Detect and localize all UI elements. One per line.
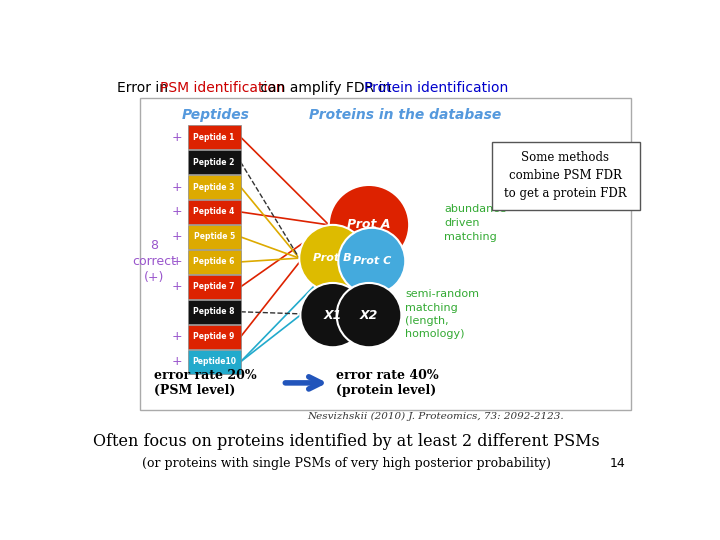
Text: +: + bbox=[171, 355, 182, 368]
Text: Some methods
combine PSM FDR
to get a protein FDR: Some methods combine PSM FDR to get a pr… bbox=[504, 151, 626, 200]
FancyBboxPatch shape bbox=[188, 325, 240, 349]
FancyBboxPatch shape bbox=[188, 150, 240, 174]
Text: Peptide 7: Peptide 7 bbox=[194, 282, 235, 292]
FancyBboxPatch shape bbox=[188, 300, 240, 324]
Ellipse shape bbox=[337, 283, 401, 347]
Text: 8
correct
(+): 8 correct (+) bbox=[132, 239, 176, 285]
Text: +: + bbox=[171, 330, 182, 343]
Ellipse shape bbox=[300, 225, 366, 292]
Text: Peptides: Peptides bbox=[181, 109, 250, 123]
FancyBboxPatch shape bbox=[188, 349, 240, 374]
Text: +: + bbox=[171, 131, 182, 144]
FancyBboxPatch shape bbox=[492, 141, 639, 210]
Text: Peptide 8: Peptide 8 bbox=[194, 307, 235, 316]
Text: abundance
driven
matching: abundance driven matching bbox=[444, 204, 507, 242]
Text: Prot C: Prot C bbox=[353, 256, 391, 266]
Text: error rate 40%
(protein level): error rate 40% (protein level) bbox=[336, 369, 438, 397]
Text: X1: X1 bbox=[323, 309, 342, 322]
Text: Error in: Error in bbox=[117, 80, 172, 94]
FancyBboxPatch shape bbox=[188, 125, 240, 149]
Text: +: + bbox=[171, 280, 182, 293]
Text: Peptide 9: Peptide 9 bbox=[194, 332, 235, 341]
Text: +: + bbox=[171, 206, 182, 219]
Text: Peptide 1: Peptide 1 bbox=[194, 133, 235, 141]
Text: can amplify FDR in: can amplify FDR in bbox=[256, 80, 396, 94]
Text: Peptide 3: Peptide 3 bbox=[194, 183, 235, 192]
Text: PSM identification: PSM identification bbox=[160, 80, 284, 94]
Text: error rate 20%
(PSM level): error rate 20% (PSM level) bbox=[154, 369, 257, 397]
Text: +: + bbox=[171, 231, 182, 244]
Text: Nesvizhskii (2010) J. Proteomics, 73: 2092-2123.: Nesvizhskii (2010) J. Proteomics, 73: 20… bbox=[307, 411, 564, 421]
FancyBboxPatch shape bbox=[188, 225, 240, 249]
Ellipse shape bbox=[300, 283, 365, 347]
Text: +: + bbox=[171, 180, 182, 193]
FancyBboxPatch shape bbox=[188, 200, 240, 224]
Text: Prot B: Prot B bbox=[313, 253, 352, 263]
Ellipse shape bbox=[338, 228, 405, 294]
Text: Peptide 2: Peptide 2 bbox=[194, 158, 235, 167]
Text: Often focus on proteins identified by at least 2 different PSMs: Often focus on proteins identified by at… bbox=[94, 433, 600, 450]
FancyBboxPatch shape bbox=[188, 250, 240, 274]
Text: 14: 14 bbox=[610, 457, 626, 470]
Ellipse shape bbox=[329, 185, 409, 265]
Text: Peptide 4: Peptide 4 bbox=[194, 207, 235, 217]
Text: X2: X2 bbox=[360, 309, 378, 322]
Text: Peptide 6: Peptide 6 bbox=[194, 258, 235, 266]
FancyBboxPatch shape bbox=[188, 275, 240, 299]
Text: Proteins in the database: Proteins in the database bbox=[309, 109, 501, 123]
Text: +: + bbox=[171, 255, 182, 268]
Text: semi-random
matching
(length,
homology): semi-random matching (length, homology) bbox=[405, 289, 480, 339]
Text: Prot A: Prot A bbox=[347, 218, 391, 231]
Text: (or proteins with single PSMs of very high posterior probability): (or proteins with single PSMs of very hi… bbox=[143, 457, 551, 470]
FancyBboxPatch shape bbox=[140, 98, 631, 410]
Text: Protein identification: Protein identification bbox=[364, 80, 509, 94]
FancyBboxPatch shape bbox=[188, 175, 240, 199]
Text: Peptide 5: Peptide 5 bbox=[194, 232, 235, 241]
Text: Peptide10: Peptide10 bbox=[192, 357, 236, 366]
